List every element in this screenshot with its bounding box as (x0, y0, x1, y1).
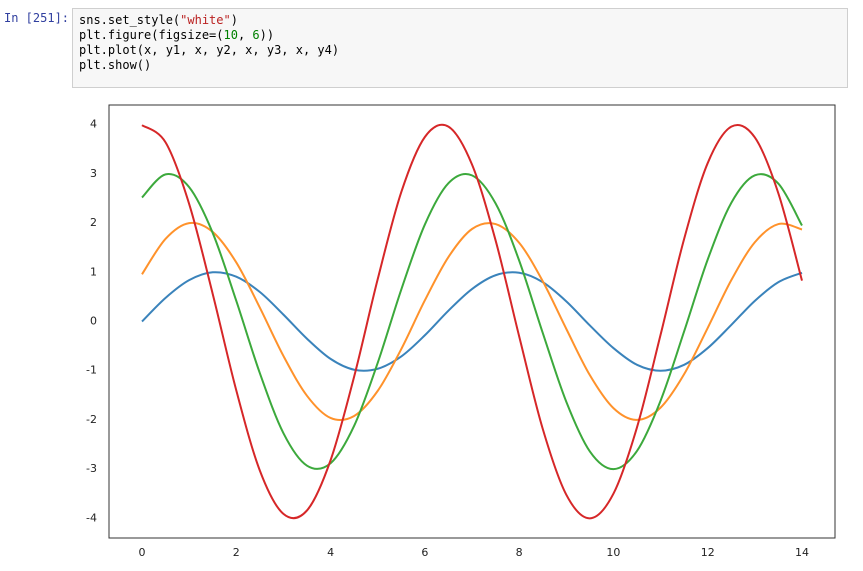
x-tick-label: 14 (795, 546, 809, 559)
line-series (141, 173, 803, 471)
y-tick-label: 1 (90, 265, 97, 278)
code-token: 6 (252, 28, 260, 42)
y-tick-label: 2 (90, 216, 97, 229)
y-tick-label: -3 (86, 462, 97, 475)
code-line: plt.show() (79, 58, 841, 73)
code-token: , (237, 28, 253, 42)
y-tick-label: 0 (90, 315, 97, 328)
line-series (141, 221, 803, 421)
y-tick-label: 4 (90, 118, 97, 131)
code-token: ) (230, 13, 238, 27)
code-line: plt.plot(x, y1, x, y2, x, y3, x, y4) (79, 43, 841, 58)
code-token: plt.show() (79, 58, 152, 72)
code-token: plt.plot(x, y1, x, y2, x, y3, x, y4) (79, 43, 340, 57)
y-tick-label: 3 (90, 167, 97, 180)
code-token: 10 (223, 28, 238, 42)
code-token: plt.figure(figsize=( (79, 28, 224, 42)
x-tick-label: 8 (516, 546, 523, 559)
y-tick-label: -1 (86, 364, 97, 377)
line-series (141, 123, 803, 520)
x-tick-label: 2 (233, 546, 240, 559)
code-token: )) (259, 28, 275, 42)
x-tick-label: 4 (327, 546, 334, 559)
x-tick-label: 12 (701, 546, 715, 559)
x-tick-label: 10 (606, 546, 620, 559)
line-series (141, 271, 803, 372)
y-tick-label: -4 (86, 511, 97, 524)
y-tick-label: -2 (86, 413, 97, 426)
code-token: sns.set_style( (79, 13, 181, 27)
code-token: "white" (180, 13, 231, 27)
cell-prompt: In [251]: (4, 11, 70, 25)
code-line: sns.set_style("white") (79, 13, 841, 28)
x-tick-label: 6 (421, 546, 428, 559)
x-tick-label: 0 (139, 546, 146, 559)
plot-frame (108, 104, 836, 539)
code-cell[interactable]: sns.set_style("white") plt.figure(figsize… (72, 8, 848, 88)
code-line: plt.figure(figsize=(10, 6)) (79, 28, 841, 43)
